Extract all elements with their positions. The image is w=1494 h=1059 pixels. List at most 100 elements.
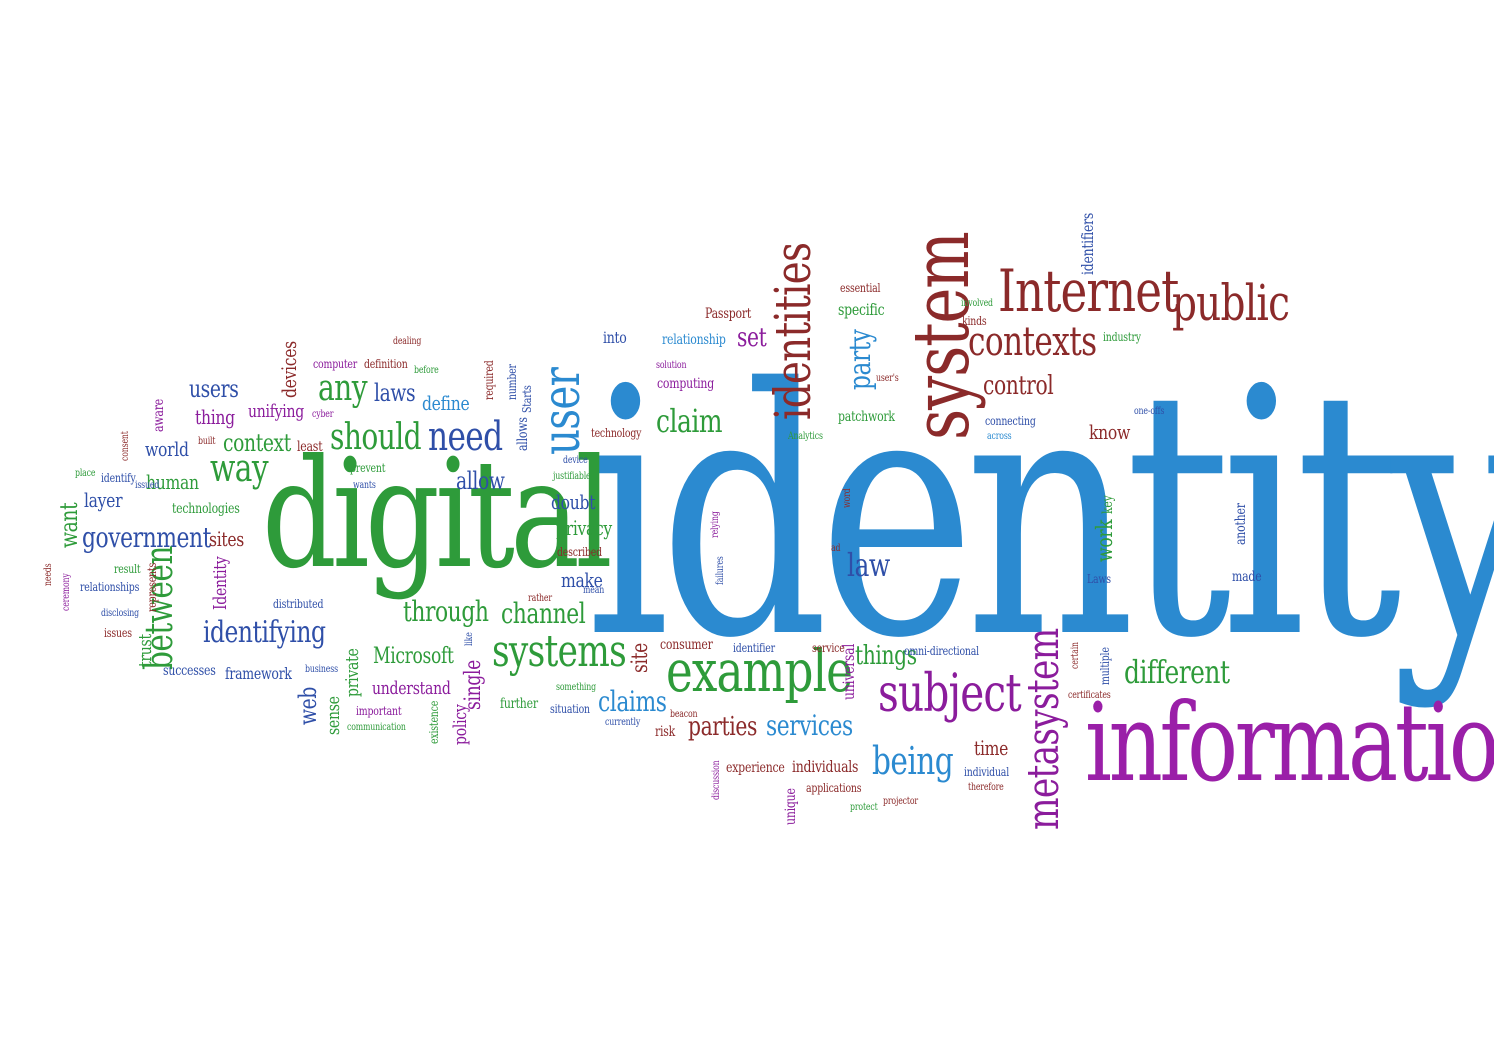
- word-certificates: certificates: [1068, 690, 1111, 701]
- word-experience: experience: [726, 760, 785, 776]
- word-trust: trust: [135, 634, 156, 667]
- word-being: being: [872, 739, 954, 783]
- word-further: further: [500, 696, 538, 712]
- word-omni-directional: omni-directional: [904, 644, 979, 658]
- word-industry: industry: [1103, 330, 1141, 344]
- word-time: time: [974, 736, 1009, 760]
- word-consumer: consumer: [660, 637, 713, 653]
- word-digital: digital: [262, 428, 613, 602]
- word-identify: identify: [101, 471, 136, 485]
- word-work: work: [1093, 519, 1118, 562]
- word-identity: Identity: [210, 556, 231, 610]
- word-understand: understand: [372, 678, 451, 699]
- word-one-offs: one-offs: [1134, 406, 1165, 417]
- word-way: way: [210, 446, 269, 490]
- word-different: different: [1124, 653, 1230, 691]
- word-relying: relying: [710, 511, 721, 538]
- word-metasystem: metasystem: [1018, 628, 1069, 830]
- word-across: across: [987, 431, 1012, 442]
- word-sense: sense: [323, 696, 344, 735]
- word-relationship: relationship: [662, 332, 726, 348]
- word-applications: applications: [806, 781, 862, 795]
- word-individuals: individuals: [792, 757, 859, 776]
- word-risk: risk: [655, 724, 676, 740]
- word-required: required: [482, 360, 496, 400]
- word-site: site: [628, 643, 653, 673]
- word-make: make: [561, 568, 603, 592]
- word-user-s: user's: [876, 373, 899, 384]
- word-issued: issued: [135, 480, 160, 491]
- word-party: party: [843, 329, 878, 390]
- word-set: set: [737, 323, 767, 353]
- word-discussion: discussion: [711, 760, 722, 800]
- word-issues: issues: [104, 626, 132, 640]
- word-cyber: cyber: [312, 409, 334, 420]
- word-distributed: distributed: [273, 597, 324, 611]
- word-dealing: dealing: [393, 336, 422, 347]
- word-multiple: multiple: [1098, 647, 1112, 685]
- word-solution: solution: [656, 360, 687, 371]
- word-any: any: [318, 368, 368, 409]
- word-know: know: [1089, 420, 1130, 444]
- word-internet: Internet: [998, 257, 1179, 325]
- word-device: device: [563, 455, 588, 466]
- word-situation: situation: [550, 702, 590, 716]
- word-sites: sites: [209, 527, 244, 551]
- word-starts: Starts: [520, 385, 534, 413]
- word-specific: specific: [838, 300, 885, 319]
- word-example: example: [666, 637, 853, 705]
- word-context: context: [223, 429, 291, 457]
- word-unique: unique: [783, 788, 799, 825]
- word-justifiable: justifiable: [553, 471, 591, 482]
- word-policy: policy: [450, 704, 471, 745]
- word-communication: communication: [347, 722, 406, 733]
- word-things: things: [855, 641, 917, 671]
- word-government: government: [82, 521, 212, 554]
- word-prevent: prevent: [350, 461, 386, 475]
- word-computing: computing: [657, 376, 715, 392]
- word-services: services: [766, 709, 853, 742]
- word-unifying: unifying: [248, 401, 304, 422]
- word-word: word: [842, 488, 853, 508]
- word-individual: individual: [964, 765, 1010, 779]
- word-definition: definition: [364, 357, 408, 371]
- word-web: web: [294, 687, 322, 725]
- word-essential: essential: [840, 281, 881, 295]
- word-result: result: [114, 562, 141, 576]
- word-parties: parties: [688, 712, 757, 742]
- word-computer: computer: [313, 357, 358, 371]
- word-connecting: connecting: [985, 414, 1036, 428]
- word-want: want: [55, 502, 83, 548]
- word-single: single: [461, 660, 486, 710]
- word-beacon: beacon: [670, 709, 698, 720]
- word-something: something: [556, 682, 596, 693]
- word-identifying: identifying: [203, 615, 326, 650]
- word-allow: allow: [456, 467, 505, 495]
- word-technologies: technologies: [172, 501, 240, 517]
- word-contexts: contexts: [968, 319, 1097, 365]
- word-made: made: [1232, 569, 1262, 585]
- word-universal: universal: [839, 643, 858, 700]
- word-important: important: [356, 704, 402, 718]
- word-information: information: [1085, 681, 1494, 806]
- word-devices: devices: [277, 341, 301, 398]
- word-consent: consent: [120, 431, 131, 461]
- word-user: user: [532, 367, 592, 455]
- word-subject: subject: [878, 664, 1022, 724]
- word-privacy: privacy: [556, 516, 612, 540]
- word-allows: allows: [515, 417, 531, 451]
- word-need: need: [428, 414, 503, 460]
- word-existence: existence: [427, 700, 441, 744]
- word-private: private: [342, 648, 363, 697]
- word-human: human: [146, 470, 199, 494]
- word-disclosing: disclosing: [101, 608, 140, 619]
- word-define: define: [422, 391, 470, 415]
- word-ceremony: ceremony: [61, 573, 72, 611]
- word-built: built: [198, 436, 216, 447]
- word-needs: needs: [43, 563, 54, 586]
- word-public: public: [1172, 274, 1290, 332]
- word-ad: ad: [831, 543, 841, 554]
- word-world: world: [145, 437, 189, 461]
- word-patchwork: patchwork: [838, 409, 895, 425]
